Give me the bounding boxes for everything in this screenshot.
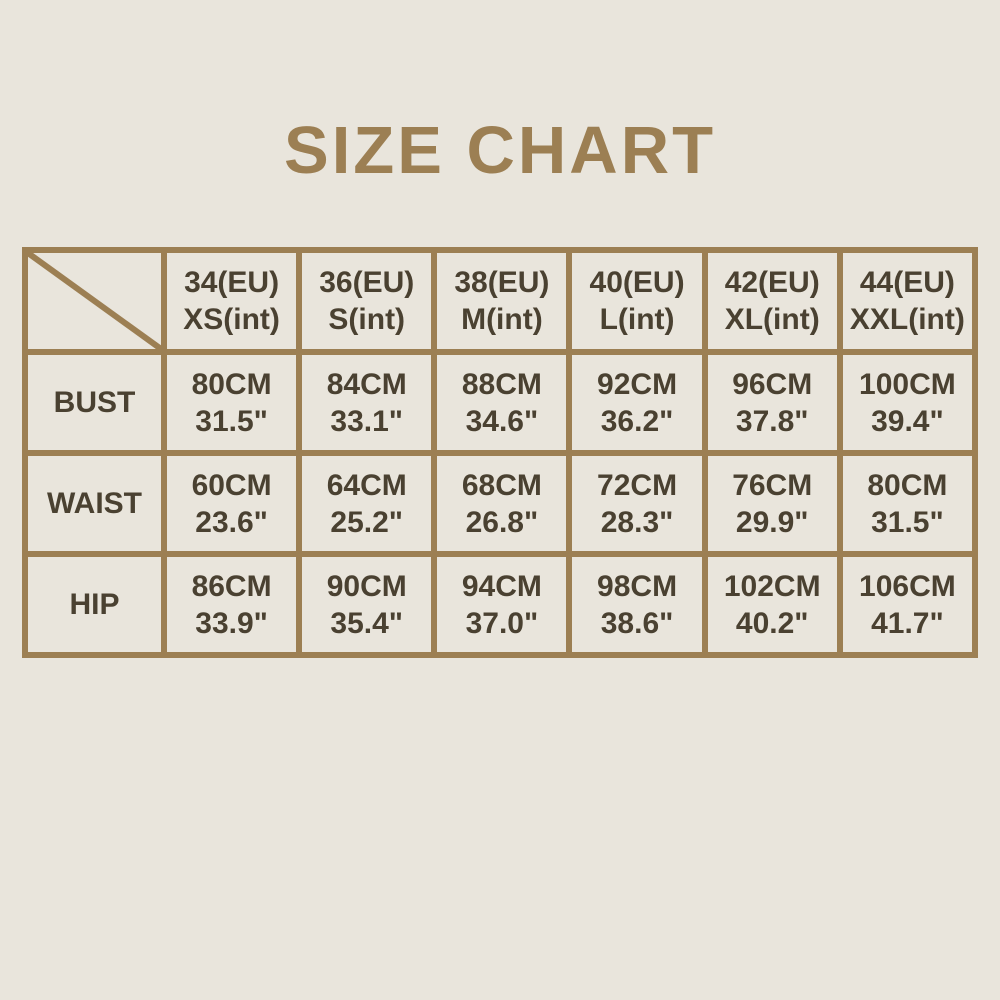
measurement-cell: 88CM 34.6" (431, 349, 573, 456)
bust-row: BUST 80CM 31.5" 84CM 33.1" 88CM 34.6" 92… (22, 349, 979, 456)
eu-size-label: 36(EU) (319, 266, 415, 299)
cm-value: 72CM (597, 468, 678, 502)
inch-value: 28.3" (600, 505, 674, 539)
inch-value: 41.7" (871, 606, 944, 640)
eu-size-label: 34(EU) (184, 266, 280, 299)
int-size-label: XL(int) (724, 303, 820, 336)
measurement-cell: 98CM 38.6" (566, 551, 708, 658)
column-header-xl: 42(EU) XL(int) (701, 247, 843, 355)
inch-value: 33.1" (330, 404, 404, 438)
hip-row: HIP 86CM 33.9" 90CM 35.4" 94CM 37.0" 98C… (22, 551, 979, 658)
int-size-label: XS(int) (183, 303, 280, 336)
measurement-cell: 86CM 33.9" (160, 551, 303, 658)
column-header-l: 40(EU) L(int) (566, 247, 708, 355)
cm-value: 94CM (461, 569, 542, 603)
header-row: 34(EU) XS(int) 36(EU) S(int) 38(EU) M(in… (22, 247, 979, 355)
cm-value: 80CM (867, 468, 948, 502)
measurement-cell: 106CM 41.7" (836, 551, 979, 658)
cm-value: 80CM (191, 367, 272, 401)
column-header-s: 36(EU) S(int) (296, 247, 438, 355)
measurement-cell: 94CM 37.0" (431, 551, 573, 658)
inch-value: 29.9" (735, 505, 809, 539)
cm-value: 106CM (859, 569, 956, 603)
measurement-cell: 90CM 35.4" (296, 551, 438, 658)
waist-row: WAIST 60CM 23.6" 64CM 25.2" 68CM 26.8" 7… (22, 450, 979, 557)
cm-value: 90CM (326, 569, 407, 603)
cm-value: 88CM (461, 367, 542, 401)
inch-value: 36.2" (600, 404, 674, 438)
eu-size-label: 38(EU) (454, 266, 550, 299)
inch-value: 37.0" (465, 606, 539, 640)
int-size-label: L(int) (599, 303, 675, 336)
cm-value: 84CM (326, 367, 407, 401)
column-header-xxl: 44(EU) XXL(int) (836, 247, 979, 355)
inch-value: 33.9" (195, 606, 268, 640)
int-size-label: S(int) (328, 303, 406, 336)
corner-cell (22, 247, 167, 355)
measurement-cell: 96CM 37.8" (701, 349, 843, 456)
cm-value: 102CM (723, 569, 821, 603)
row-label-hip: HIP (22, 551, 167, 658)
measurement-cell: 80CM 31.5" (160, 349, 303, 456)
cm-value: 98CM (597, 569, 678, 603)
inch-value: 38.6" (600, 606, 674, 640)
int-size-label: M(int) (461, 303, 543, 336)
eu-size-label: 42(EU) (724, 266, 820, 299)
inch-value: 23.6" (195, 505, 268, 539)
cm-value: 92CM (597, 367, 678, 401)
cm-value: 96CM (732, 367, 813, 401)
column-header-m: 38(EU) M(int) (431, 247, 573, 355)
measurement-cell: 102CM 40.2" (701, 551, 843, 658)
cm-value: 100CM (859, 367, 956, 401)
inch-value: 37.8" (735, 404, 809, 438)
cm-value: 76CM (732, 468, 813, 502)
inch-value: 39.4" (871, 404, 944, 438)
diagonal-line (28, 253, 161, 349)
page-title: SIZE CHART (284, 113, 716, 188)
inch-value: 34.6" (465, 404, 539, 438)
eu-size-label: 44(EU) (859, 266, 955, 299)
measurement-cell: 84CM 33.1" (296, 349, 438, 456)
inch-value: 40.2" (735, 606, 809, 640)
measurement-cell: 80CM 31.5" (836, 450, 979, 557)
column-header-xs: 34(EU) XS(int) (160, 247, 303, 355)
inch-value: 26.8" (465, 505, 539, 539)
cm-value: 68CM (461, 468, 542, 502)
measurement-cell: 72CM 28.3" (566, 450, 708, 557)
cm-value: 64CM (326, 468, 407, 502)
inch-value: 25.2" (330, 505, 404, 539)
measurement-cell: 60CM 23.6" (160, 450, 303, 557)
measurement-cell: 92CM 36.2" (566, 349, 708, 456)
cm-value: 60CM (191, 468, 272, 502)
cm-value: 86CM (191, 569, 272, 603)
inch-value: 35.4" (330, 606, 404, 640)
inch-value: 31.5" (871, 505, 944, 539)
measurement-cell: 76CM 29.9" (701, 450, 843, 557)
size-chart-table: 34(EU) XS(int) 36(EU) S(int) 38(EU) M(in… (22, 247, 979, 658)
measurement-cell: 100CM 39.4" (836, 349, 979, 456)
measurement-cell: 64CM 25.2" (296, 450, 438, 557)
inch-value: 31.5" (195, 404, 268, 438)
int-size-label: XXL(int) (849, 303, 965, 336)
measurement-cell: 68CM 26.8" (431, 450, 573, 557)
eu-size-label: 40(EU) (589, 266, 685, 299)
row-label-waist: WAIST (22, 450, 167, 557)
row-label-bust: BUST (22, 349, 167, 456)
